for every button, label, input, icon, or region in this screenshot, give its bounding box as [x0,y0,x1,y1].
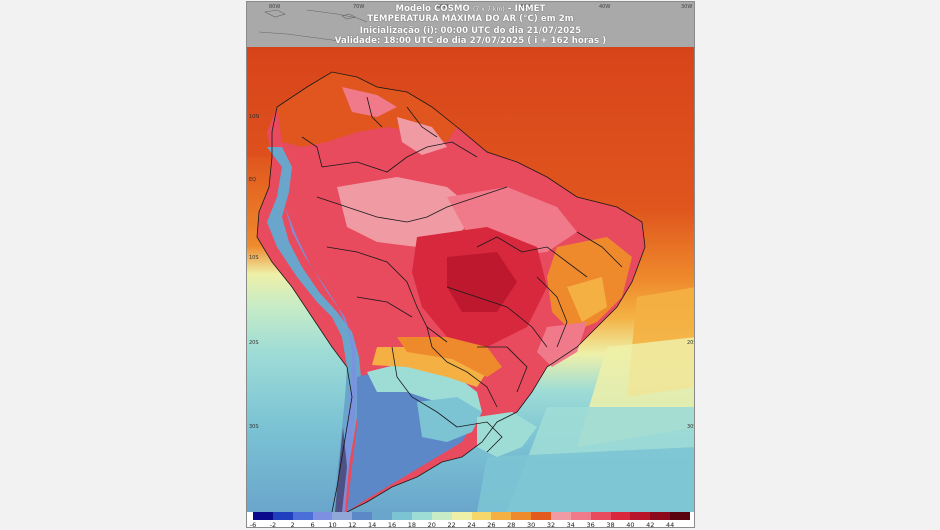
colorbar-label: 42 [646,521,655,528]
init-time: Inicialização (i): 00:00 UTC do dia 21/0… [359,26,582,36]
colorbar-swatch [471,512,492,520]
colorbar-label: 18 [407,521,417,528]
colorbar-swatch [292,512,314,520]
model-title: Modelo COSMO (7 x 7 km) - INMET [395,4,546,14]
colorbar-swatch [650,512,671,520]
lon-label: 30W [681,4,693,10]
colorbar-label: 28 [507,521,516,528]
colorbar-swatch [570,512,592,520]
lon-label: 60W [437,4,449,10]
colorbar-label: 2 [290,521,295,528]
colorbar-label: 34 [566,521,575,528]
lat-label: 20S [687,340,694,346]
colorbar-swatch [253,512,274,520]
colorbar-swatch [550,512,572,520]
colorbar-swatch [511,512,532,520]
lat-label: 30S [687,424,694,430]
colorbar-label: 30 [526,521,536,528]
andes-cold-strip [267,147,362,512]
colorbar-swatch [610,512,631,520]
lon-label: 80W [269,4,281,10]
colorbar-label: 20 [427,521,436,528]
temperature-colorbar: -6 -2 2 6 10 12 14 16 18 20 22 24 26 28 30 32 34 36 38 40 42… [247,512,694,528]
colorbar-label: 10 [328,521,337,528]
colorbar-swatch [392,512,413,520]
colorbar-swatch [670,512,691,520]
colorbar-swatch [451,512,472,520]
colorbar-swatch [411,512,433,520]
colorbar-swatch [630,512,651,520]
map-header: 80W 70W 60W 50W 40W 30W Modelo COSMO (7 … [247,2,694,47]
colorbar-label: 32 [546,521,556,528]
colorbar-label: 36 [586,521,595,528]
lat-label: 20S [249,340,259,346]
country-borders [256,71,646,512]
colorbar-swatch [372,512,393,520]
valid-time: Validade: 18:00 UTC do dia 27/07/2025 ( … [334,36,607,46]
colorbar-swatch [352,512,373,520]
lat-label: 30S [249,424,259,430]
colorbar-swatch [590,512,612,520]
lat-label: EQ [249,177,257,183]
map-title: TEMPERATURA MÁXIMA DO AR (°C) em 2m [367,14,574,24]
colorbar-label: 38 [606,521,615,528]
lon-label: 70W [353,4,365,10]
lat-label: 10N [249,114,260,120]
temperature-map [247,47,694,512]
colorbar-swatch [491,512,512,520]
colorbar-label: 44 [665,521,675,528]
colorbar-label: 40 [626,521,635,528]
forecast-map-panel: 80W 70W 60W 50W 40W 30W Modelo COSMO (7 … [246,1,695,528]
colorbar-swatch [312,512,333,520]
lon-label: 40W [599,4,611,10]
lon-label: 50W [521,4,533,10]
colorbar-swatch [531,512,552,520]
colorbar-swatch [431,512,453,520]
lat-label: 10S [249,255,259,261]
colorbar-label: 14 [368,521,377,528]
colorbar-swatch [272,512,294,520]
colorbar-label: -6 [249,521,257,528]
colorbar-label: -2 [269,521,277,528]
colorbar-label: 24 [467,521,476,528]
colorbar-label: 12 [348,521,357,528]
colorbar-label: 16 [387,521,397,528]
colorbar-label: 22 [447,521,456,528]
colorbar-label: 6 [310,521,315,528]
header-caribbean-outline [258,9,368,43]
colorbar-swatch [332,512,353,520]
colorbar-label: 26 [487,521,496,528]
